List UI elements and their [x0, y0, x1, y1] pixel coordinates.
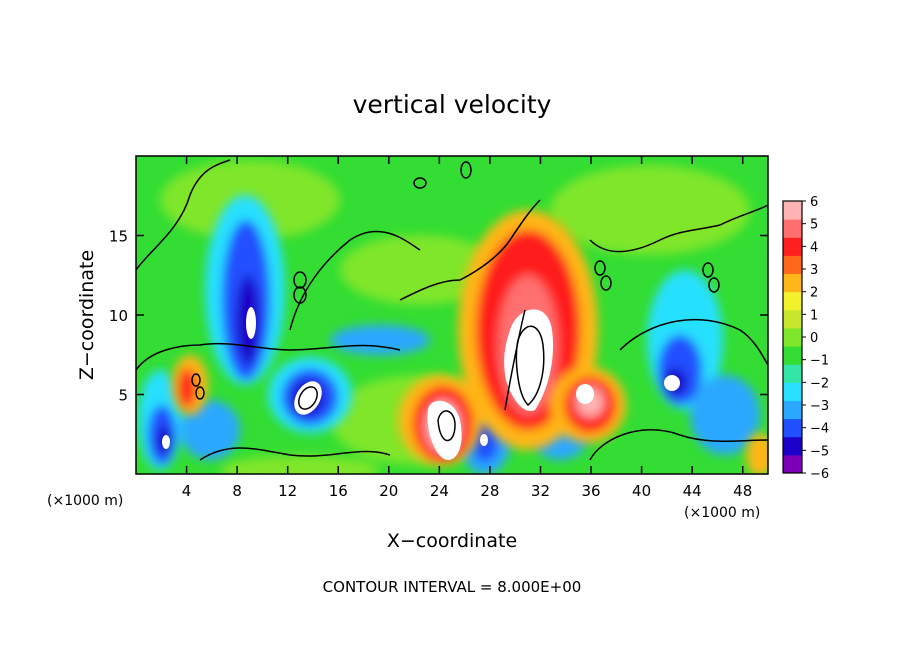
x-tick-label: 8	[232, 482, 242, 500]
colorbar-segment	[783, 327, 802, 347]
colorbar-segment	[783, 418, 802, 438]
colorbar-tick-label: 1	[810, 308, 818, 323]
colorbar-segment	[783, 346, 802, 365]
x-tick-label: 20	[379, 482, 398, 500]
x-tick-label: 36	[581, 482, 600, 500]
colorbar-segment	[783, 273, 802, 293]
colorbar-segment	[783, 255, 802, 275]
colorbar-tick-label: −2	[810, 376, 829, 391]
colorbar-segment	[783, 382, 802, 401]
colorbar-segment	[783, 309, 802, 329]
x-tick-label: 28	[480, 482, 499, 500]
colorbar-tick-label: −6	[810, 467, 829, 482]
colorbar-segment	[783, 454, 802, 474]
colorbar-segment	[783, 219, 802, 238]
y-tick-label: 15	[109, 228, 128, 246]
x-tick-label: 40	[632, 482, 651, 500]
x-unit-left: (×1000 m)	[47, 493, 123, 509]
colorbar-tick-label: −3	[810, 399, 829, 414]
colorbar	[782, 200, 803, 474]
x-tick-label: 4	[182, 482, 192, 500]
colorbar-tick-label: −5	[810, 444, 829, 459]
colorbar-tick-label: −4	[810, 422, 829, 437]
colorbar-segment	[783, 400, 802, 420]
x-tick-label: 32	[531, 482, 550, 500]
colorbar-tick-label: 6	[810, 195, 818, 210]
colorbar-tick-label: 4	[810, 240, 818, 255]
colorbar-segment	[783, 201, 802, 220]
contour-lines	[136, 159, 768, 461]
y-axis-title: Z−coordinate	[76, 250, 98, 380]
x-tick-label: 12	[278, 482, 297, 500]
x-tick-label: 48	[733, 482, 752, 500]
colorbar-segment	[783, 237, 802, 256]
colorbar-labels: 6 5 4 3 2 1 0 −1 −2 −3 −4 −5 −6	[802, 195, 829, 482]
x-axis-ticks: 4 8 12 16 20 24 28 32 36 40 44 48	[182, 156, 752, 500]
y-tick-label: 10	[109, 307, 128, 325]
colorbar-segment	[783, 291, 802, 311]
x-axis-title: X−coordinate	[387, 530, 517, 552]
contour-interval-note: CONTOUR INTERVAL = 8.000E+00	[323, 578, 582, 596]
colorbar-tick-label: 3	[810, 263, 818, 278]
colorbar-tick-label: 2	[810, 286, 818, 301]
colorbar-segment	[783, 436, 802, 456]
x-tick-label: 16	[329, 482, 348, 500]
chart-title: vertical velocity	[353, 90, 552, 119]
x-tick-label: 24	[430, 482, 449, 500]
plot-field	[136, 156, 768, 474]
colorbar-segment	[783, 364, 802, 383]
colorbar-tick-label: 0	[810, 331, 818, 346]
x-unit-right: (×1000 m)	[684, 505, 760, 521]
y-axis-ticks: 5 10 15	[109, 228, 768, 405]
colorbar-tick-label: 5	[810, 218, 818, 233]
colorbar-tick-label: −1	[810, 354, 829, 369]
y-tick-label: 5	[118, 387, 128, 405]
x-tick-label: 44	[683, 482, 702, 500]
